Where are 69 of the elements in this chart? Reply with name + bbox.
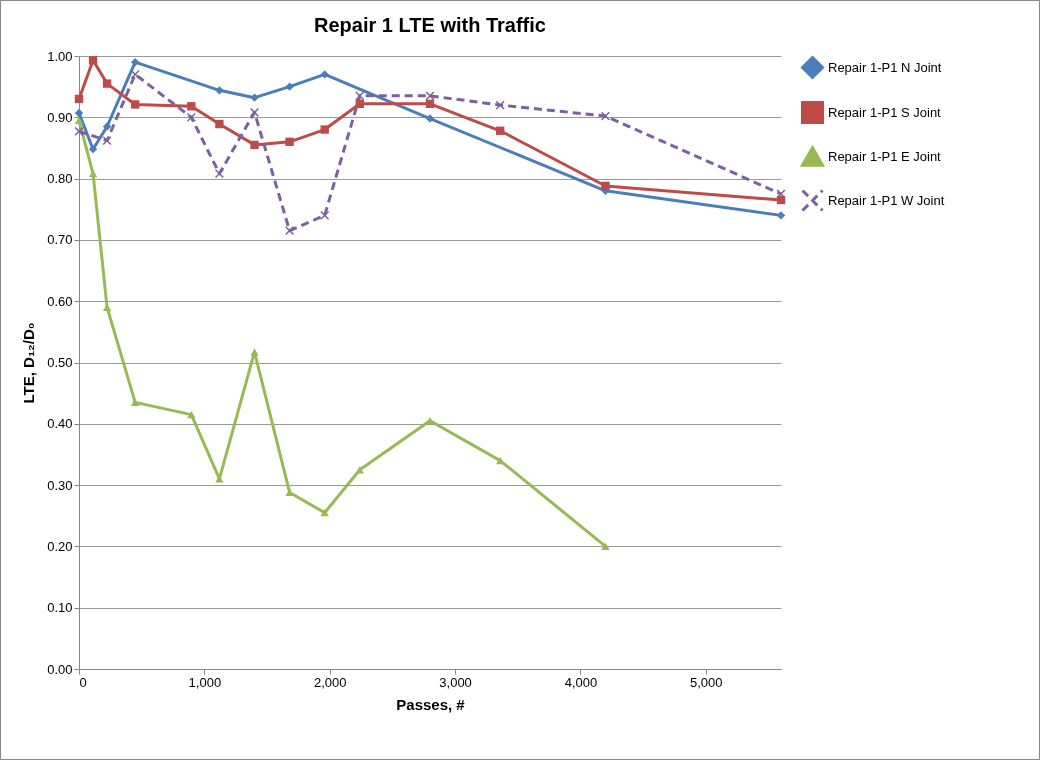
legend-label: Repair 1-P1 W Joint (828, 192, 945, 208)
y-axis-title: LTE, D₁₂/D₀ (20, 322, 38, 404)
point (284, 226, 295, 236)
point (320, 210, 330, 220)
point (88, 56, 98, 65)
point (74, 108, 84, 118)
point (285, 488, 294, 497)
point (102, 135, 112, 146)
y-tick-label: 0.70 (47, 232, 73, 248)
point (187, 102, 196, 111)
y-tick-label: 0.80 (47, 171, 73, 187)
x-tick-label: 4,000 (564, 674, 598, 690)
x-tick-label: 5,000 (690, 674, 723, 690)
chart-title: Repair 1 LTE with Traffic (314, 14, 546, 36)
y-tick-label: 0.20 (47, 538, 73, 554)
x-tick-label: 0 (79, 674, 87, 690)
x-tick-label: 2,000 (313, 674, 347, 690)
point (102, 122, 112, 131)
point (74, 116, 84, 124)
point (130, 57, 140, 67)
y-tick-label: 0.60 (47, 293, 73, 309)
point (249, 107, 260, 118)
point (776, 211, 786, 220)
point (214, 169, 225, 179)
y-tick-label: 0.00 (47, 661, 73, 677)
y-tick-label: 1.00 (47, 48, 73, 64)
point (88, 170, 98, 178)
point (425, 99, 435, 108)
point (187, 410, 196, 419)
x-axis-title: Passes, # (396, 695, 466, 713)
point (601, 542, 610, 551)
point (186, 112, 196, 122)
point (74, 126, 84, 137)
y-tick-label: 0.50 (47, 355, 73, 370)
point (285, 82, 294, 91)
point (355, 91, 365, 101)
point (776, 189, 786, 199)
point (355, 99, 364, 108)
point (425, 114, 435, 123)
point (496, 126, 505, 135)
point (285, 137, 294, 146)
point (601, 181, 610, 191)
legend-label: Repair 1-P1 S Joint (828, 104, 942, 120)
point (600, 111, 611, 121)
y-tick-label: 0.10 (47, 600, 73, 616)
point (250, 93, 259, 102)
point (425, 91, 435, 101)
point (250, 140, 259, 150)
point (102, 79, 112, 88)
point (88, 144, 98, 154)
point (250, 348, 259, 356)
point (130, 100, 140, 109)
point (320, 509, 329, 517)
point (130, 69, 140, 80)
legend-label: Repair 1-P1 N Joint (828, 59, 942, 75)
y-tick-label: 0.30 (47, 477, 73, 493)
x-tick-label: 1,000 (188, 674, 222, 690)
point (320, 70, 329, 79)
y-tick-label: 0.90 (47, 109, 73, 125)
point (215, 86, 224, 95)
x-tick-label: 3,000 (439, 674, 472, 690)
point (74, 94, 84, 104)
point (215, 119, 224, 129)
legend-label: Repair 1-P1 E Joint (828, 148, 942, 164)
point (495, 100, 505, 110)
point (130, 398, 140, 406)
point (355, 466, 364, 474)
point (320, 125, 329, 134)
y-tick-label: 0.40 (47, 416, 73, 432)
